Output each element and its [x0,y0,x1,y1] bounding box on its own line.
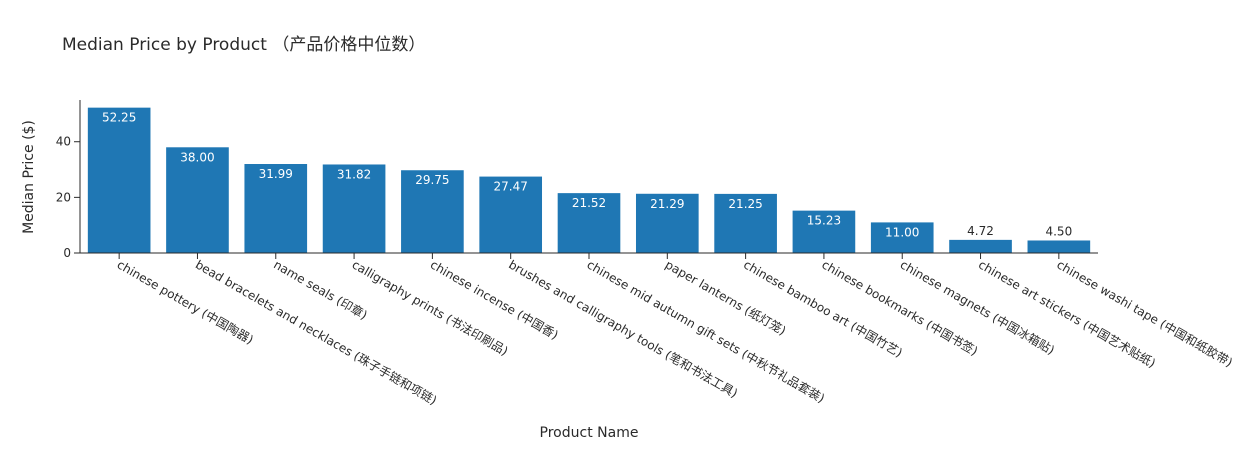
bar [792,210,856,253]
bar-value-label: 52.25 [102,111,136,125]
x-tick-label: chinese pottery (中国陶器) [115,257,257,347]
bar-value-label: 15.23 [807,214,841,228]
bar [322,164,386,253]
bars-group: 52.25 38.00 31.99 31.82 29.75 27.47 21.52 21.29… [87,107,1091,254]
bar [166,147,229,253]
bar-value-label: 38.00 [180,150,214,164]
x-tick-label: chinese bamboo art (中国竹艺) [741,257,905,360]
bar-value-label: 11.00 [885,225,919,239]
bar-value-label: 4.72 [967,224,994,238]
bar [949,239,1012,253]
bar-value-label: 27.47 [494,180,528,194]
bar [479,176,543,253]
x-tick-label: chinese incense (中国香) [428,257,561,343]
y-axis: 0 20 40 [56,100,81,260]
y-tick-label: 0 [63,246,71,260]
bar [557,193,621,253]
x-tick-label: paper lanterns (纸灯笼) [663,257,789,338]
x-axis-title: Product Name [540,425,639,441]
y-axis-title: Median Price ($) [21,120,37,234]
bar [1027,240,1091,253]
bar-value-label: 21.52 [572,196,606,210]
bar [714,193,777,253]
bar-value-label: 4.50 [1045,224,1072,238]
bar-value-label: 31.82 [337,167,371,181]
bar [870,222,934,253]
chart-title: Median Price by Product （产品价格中位数） [62,35,425,55]
x-tick-label: calligraphy prints (书法印刷品) [350,257,511,358]
bar [244,164,308,253]
x-tick-label: chinese bookmarks (中国书签) [819,257,980,359]
bar-value-label: 29.75 [415,173,449,187]
y-tick-label: 20 [56,190,71,204]
y-tick-label: 40 [56,135,71,149]
bar [87,107,151,254]
x-axis: chinese pottery (中国陶器)bead bracelets and… [80,252,1235,408]
bar-value-label: 21.29 [650,197,684,211]
bar-value-label: 21.25 [728,197,762,211]
bar [635,193,699,253]
bar [401,170,464,253]
bar-value-label: 31.99 [259,167,293,181]
x-tick-label: chinese magnets (中国冰箱贴) [898,257,1058,358]
